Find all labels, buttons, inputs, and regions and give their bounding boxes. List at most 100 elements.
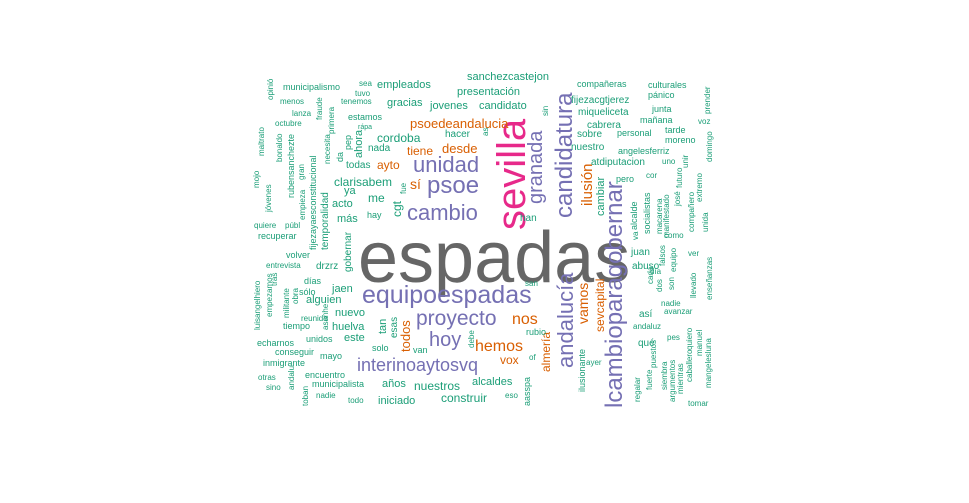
word-lanza: lanza	[292, 109, 312, 118]
word-aasspa: pep	[343, 134, 353, 150]
word-unida: unida	[701, 212, 710, 232]
word-entrevista: entrevista	[266, 261, 301, 270]
word-junta: junta	[652, 104, 672, 114]
word-nos: nos	[512, 311, 538, 328]
word-andaluz: andaluz	[633, 322, 662, 331]
word-presentacion: presentación	[457, 86, 520, 98]
word-fraude: fraude	[315, 97, 324, 120]
word-regalar: regalar	[633, 377, 642, 402]
word-futuro: futuro	[675, 167, 684, 188]
word-cloud-area: espadas sevilla equipoespadas candidatur…	[250, 72, 722, 408]
word-gran: gran	[297, 163, 306, 180]
word-primera: primera	[327, 106, 336, 134]
word-nadie2: nadie	[316, 391, 336, 400]
word-cambiar: cambiar	[595, 176, 607, 216]
word-pero: pero	[616, 174, 635, 184]
word-toban: toban	[301, 385, 310, 406]
word-hacer: hacer	[445, 129, 471, 140]
word-interinoaytosvq: interinoaytosvq	[357, 355, 479, 375]
word-candidatura: candidatura	[551, 92, 578, 218]
word-jovenes: jovenes	[430, 100, 468, 112]
word-ilusion: ilusión	[579, 163, 596, 206]
word-luisangelhiero: luisangelhiero	[253, 280, 262, 330]
word-tarde: tarde	[665, 125, 686, 135]
word-quiero: quiero	[685, 327, 694, 350]
word-ayto: ayto	[377, 158, 400, 172]
word-solo2: sólo	[299, 287, 316, 297]
word-municipalista: municipalista	[312, 379, 365, 389]
word-llevado: llevado	[689, 272, 698, 298]
word-unidad: unidad	[413, 152, 480, 177]
word-unir: unir	[681, 154, 690, 168]
word-mayo: mayo	[320, 351, 343, 361]
word-acto: acto	[332, 198, 353, 210]
word-entre: tan	[377, 318, 389, 334]
word-nada: nada	[368, 143, 391, 154]
word-sobre: sobre	[577, 129, 603, 140]
word-maltrato: maltrato	[257, 127, 266, 156]
word-ayer: ayer	[586, 358, 602, 367]
word-van: van	[413, 345, 428, 355]
word-sin: sin	[541, 105, 550, 116]
word-tiempo: tiempo	[283, 321, 311, 331]
word-necesita: necesita	[323, 134, 332, 164]
word-mojo: mojo	[252, 170, 261, 188]
word-sino: sino	[266, 383, 281, 392]
word-sanchezcastejon: sanchezcastejon	[467, 72, 549, 83]
word-sí: sí	[410, 176, 421, 192]
word-psoe: psoe	[427, 172, 480, 199]
word-hay: hay	[367, 210, 382, 220]
word-granada: granada	[525, 130, 547, 204]
word-manifestado: manifestado	[662, 194, 671, 238]
word-angelesferriz: angelesferriz	[618, 146, 670, 156]
word-alcaldes: alcaldes	[472, 376, 513, 388]
word-sevcapital: sevcapital	[593, 278, 607, 332]
word-todo: todo	[348, 396, 364, 405]
word-atdiputacion: atdiputacion	[591, 157, 645, 168]
word-sea: sea	[359, 79, 372, 88]
word-rubensanchezte: rubensanchezte	[286, 133, 296, 198]
word-cambio: cambio	[407, 200, 478, 225]
word-abuso: abuso	[632, 261, 660, 272]
word-cor: cor	[646, 171, 658, 180]
word-cordoba: cordoba	[377, 131, 421, 145]
word-conseguir: conseguir	[275, 347, 315, 357]
word-personal: personal	[617, 128, 652, 138]
word-jovenes2: jóvenes	[264, 184, 273, 212]
word-nuestros: nuestros	[414, 379, 461, 393]
word-publ: públ	[285, 221, 301, 230]
word-todas: todas	[346, 160, 371, 171]
word-miqueliceta: miqueliceta	[578, 107, 629, 118]
word-alguien: alguien	[306, 294, 342, 306]
word-rubio: rubio	[526, 327, 547, 337]
word-menos: menos	[280, 97, 305, 106]
word-nadie: nadie	[661, 299, 681, 308]
word-gracias: gracias	[387, 97, 423, 109]
word-desde: desde	[442, 141, 478, 156]
word-hemos: hemos	[475, 338, 524, 355]
word-son: son	[667, 277, 676, 290]
word-asi: así	[639, 309, 653, 320]
word-han: han	[520, 213, 537, 224]
word-socialistas: socialistas	[642, 192, 652, 234]
word-ensenanzas: enseñanzas	[705, 256, 714, 300]
word-opinio: opinió	[266, 78, 275, 100]
word-iniciado: iniciado	[378, 395, 416, 407]
word-rapa: rápa	[358, 124, 373, 131]
word-esta: cgt	[390, 200, 404, 217]
word-todos: todos	[398, 320, 413, 352]
word-manana: mañana	[640, 115, 673, 125]
word-dos: dos	[655, 279, 664, 292]
word-prender: prender	[703, 86, 712, 114]
word-construir: construir	[441, 391, 488, 405]
word-recuperar: recuperar	[258, 231, 297, 241]
word-nuevo: nuevo	[335, 307, 365, 319]
word-uno: uno	[662, 157, 676, 166]
word-espadas: espadas	[358, 218, 631, 298]
word-juan: juan	[631, 247, 650, 258]
word-inmigrante: inmigrante	[263, 358, 306, 368]
word-otras: otras	[258, 373, 276, 382]
word-este: este	[344, 332, 365, 344]
word-temporalidad: temporalidad	[320, 192, 331, 250]
word-jaen: jaen	[332, 283, 353, 295]
